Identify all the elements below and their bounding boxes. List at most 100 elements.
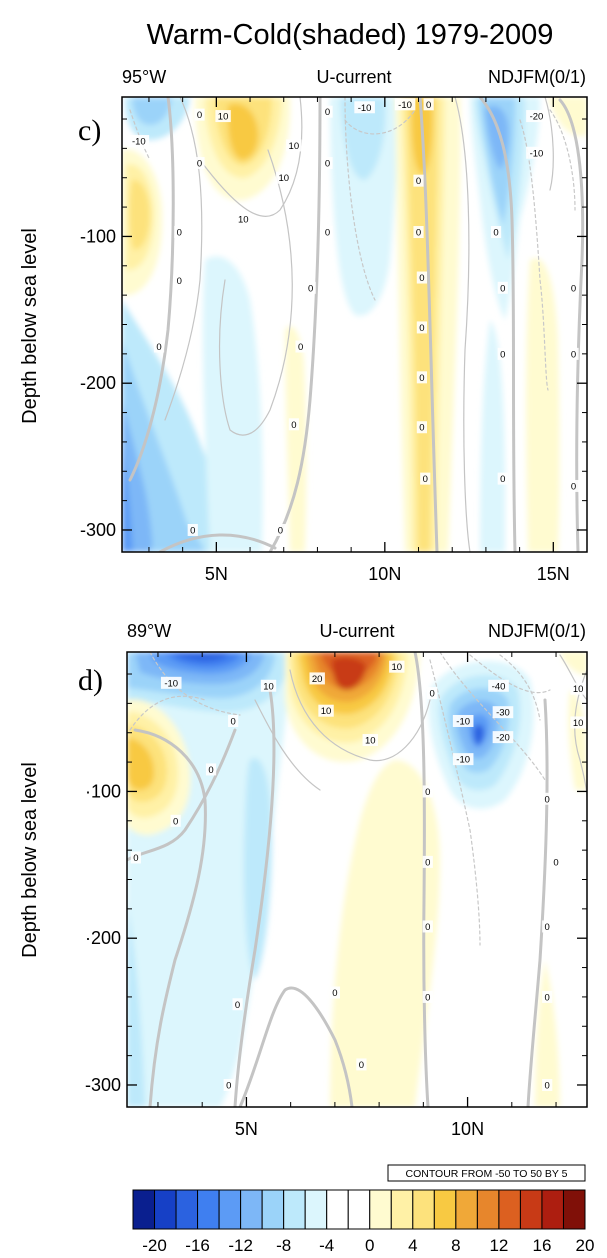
contour-label-bg [322, 157, 333, 170]
contour-label-bg [329, 986, 340, 999]
contour-label: 0 [177, 276, 182, 287]
panel-d-field: -10 10 0 0 0 0 20 10 10 10 0 0 0 0 0 0 0 0 0 -40 -30 -10 -20 -1… [127, 652, 587, 1107]
x-tick-label: 10N [368, 564, 401, 584]
colorbar-box [261, 1189, 285, 1230]
colorbar-box [283, 1189, 306, 1230]
y-tick-label: ·100 [85, 781, 121, 801]
contour-label-bg [526, 110, 547, 123]
panel-c-contour-labels: 0 10 -10 0 0 0 0 10 10 10 0 0 0 0 0 0 0 0 -10 -10 0 0 0 0 0 0 0 0 -2… [128, 98, 579, 536]
contour-label: 0 [545, 922, 550, 933]
contour-label: 0 [235, 1000, 240, 1011]
panel-d-ylabel: Depth below sea level [19, 762, 41, 958]
panel-c-label: c) [78, 114, 101, 147]
colorbar-box [218, 1189, 242, 1230]
contour-label-bg [260, 679, 277, 692]
contour-label-bg [318, 704, 334, 717]
contour-label: 10 [573, 718, 584, 729]
colorbar-tick-label: 0 [365, 1236, 374, 1255]
colorbar: -20 -16 -12 -8 -4 0 4 8 12 16 20 [132, 1189, 594, 1255]
contour-label-bg [394, 98, 416, 111]
contour-label: 10 [321, 706, 332, 717]
contour-label-bg [235, 212, 252, 225]
colorbar-tick-label: -16 [185, 1236, 210, 1255]
contour-label: 0 [325, 159, 330, 170]
contour-label-bg [275, 523, 286, 536]
contour-label-bg [568, 347, 579, 360]
panel-d-season: NDJFM(0/1) [488, 621, 586, 641]
contour-label-bg [356, 1058, 367, 1071]
contour-label-bg [422, 785, 433, 798]
contour-label: 0 [226, 1080, 231, 1091]
contour-label: 0 [571, 349, 576, 360]
contour-info-box: CONTOUR FROM -50 TO 50 BY 5 [387, 1164, 586, 1182]
panel-d-label: d) [78, 664, 103, 697]
contour-label: 10 [218, 112, 229, 123]
contour-label-bg [416, 271, 427, 284]
contour-label-bg [423, 98, 434, 111]
contour-label-bg [128, 135, 150, 148]
contour-label-bg [568, 281, 579, 294]
panel-c-ticks: 5N 10N 15N-100-200-300 [80, 97, 588, 584]
colorbar-tick-label: -8 [276, 1236, 291, 1255]
contour-label: -10 [456, 716, 470, 727]
contour-label: 0 [298, 342, 303, 353]
contour-label: 0 [419, 373, 424, 384]
contour-label: 0 [416, 176, 421, 187]
contour-label: -10 [456, 755, 470, 766]
contour-label: 0 [332, 988, 337, 999]
contour-label-bg [354, 101, 375, 114]
contour-label: 0 [493, 228, 498, 239]
contour-label-bg [170, 814, 181, 827]
contour-label-bg [416, 321, 427, 334]
colorbar-box [390, 1189, 414, 1230]
contour-label-bg [174, 226, 185, 239]
contour-label: 0 [416, 228, 421, 239]
contour-label-bg [422, 990, 433, 1003]
panel-d-ticks: 5N 10N·100·200-300 [85, 652, 587, 1139]
contour-label-bg [413, 226, 424, 239]
contour-label: 0 [291, 420, 296, 431]
colorbar-tick-label: 16 [532, 1236, 551, 1255]
contour-label: 10 [573, 684, 584, 695]
colorbar-tick-label: -20 [142, 1236, 167, 1255]
contour-label-bg [497, 281, 508, 294]
contour-label: 0 [231, 716, 236, 727]
colorbar-tick-label: 12 [489, 1236, 508, 1255]
panel-d-contour-labels: -10 10 0 0 0 0 20 10 10 10 0 0 0 0 0 0 0 0 0 -40 -30 -10 -20 -1… [130, 660, 586, 1091]
contour-label: -40 [492, 681, 506, 692]
x-tick-label: 5N [235, 1119, 258, 1139]
contour-label-bg [232, 998, 243, 1011]
contour-label-bg [542, 1078, 553, 1091]
contour-label: 0 [133, 853, 138, 864]
panel-c-field: 0 10 -10 0 0 0 0 10 10 10 0 0 0 0 0 0 0 0 -10 -10 0 0 0 0 0 0 0 0 -2… [122, 97, 587, 552]
contour-label-bg [223, 1078, 234, 1091]
contour-label: 0 [197, 159, 202, 170]
contour-label-bg [194, 157, 205, 170]
contour-label-bg [322, 226, 333, 239]
colorbar-box [326, 1189, 349, 1230]
y-tick-label: -200 [80, 373, 116, 393]
y-tick-label: -300 [80, 520, 116, 540]
contour-label-bg [187, 523, 198, 536]
panel-d-variable: U-current [319, 621, 394, 641]
contour-label-bg [322, 105, 333, 118]
contour-label: 0 [545, 794, 550, 805]
contour-label: 0 [426, 100, 431, 111]
colorbar-box [562, 1189, 586, 1230]
colorbar-box [369, 1189, 392, 1230]
contour-label: 0 [500, 349, 505, 360]
colorbar-box [240, 1189, 263, 1230]
contour-label: -10 [132, 137, 146, 148]
panel-c-variable: U-current [316, 67, 391, 87]
colorbar-tick-label: -12 [228, 1236, 253, 1255]
contour-label: 10 [289, 141, 300, 152]
contour-label: 0 [500, 474, 505, 485]
contour-label: 20 [312, 674, 323, 685]
contour-label: 0 [359, 1060, 364, 1071]
contour-label-bg [288, 418, 299, 431]
y-tick-label: -300 [85, 1075, 121, 1095]
contour-label: 0 [571, 481, 576, 492]
contour-label-bg [526, 146, 547, 159]
colorbar-tick-label: 4 [408, 1236, 417, 1255]
contour-label: 0 [423, 474, 428, 485]
